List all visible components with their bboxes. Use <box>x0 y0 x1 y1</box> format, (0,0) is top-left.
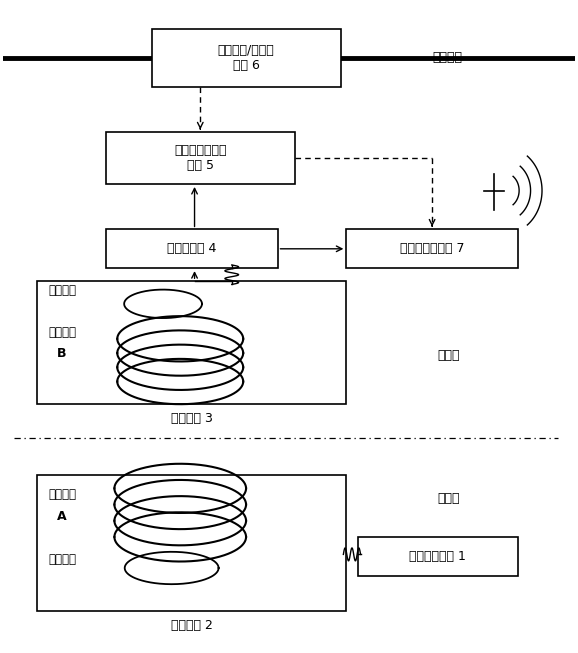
FancyBboxPatch shape <box>106 229 277 268</box>
Text: 一次电流/电压互
感器 6: 一次电流/电压互 感器 6 <box>218 44 275 72</box>
Text: 发射线圈: 发射线圈 <box>49 488 76 502</box>
FancyBboxPatch shape <box>37 475 346 611</box>
Text: A: A <box>57 510 67 522</box>
FancyBboxPatch shape <box>106 133 295 184</box>
FancyBboxPatch shape <box>358 537 518 576</box>
Text: 信号处理与转换
电路 5: 信号处理与转换 电路 5 <box>174 144 227 172</box>
FancyBboxPatch shape <box>346 229 518 268</box>
Text: 低压侧: 低压侧 <box>438 492 460 505</box>
Text: 接收线圈: 接收线圈 <box>49 326 76 340</box>
FancyBboxPatch shape <box>37 281 346 404</box>
Text: 负载线圈: 负载线圈 <box>49 285 76 297</box>
FancyBboxPatch shape <box>151 29 340 87</box>
Text: 直流转换器 4: 直流转换器 4 <box>167 242 216 255</box>
Text: B: B <box>57 347 66 360</box>
Text: 射频功率电源 1: 射频功率电源 1 <box>409 550 466 563</box>
Text: 供能线圈: 供能线圈 <box>49 553 76 566</box>
Text: 接收电路 3: 接收电路 3 <box>171 412 213 425</box>
Text: 无线信号发射器 7: 无线信号发射器 7 <box>400 242 464 255</box>
Text: 高压母线: 高压母线 <box>432 51 462 63</box>
Text: 高压侧: 高压侧 <box>438 349 460 362</box>
Text: 发射电路 2: 发射电路 2 <box>171 619 213 632</box>
